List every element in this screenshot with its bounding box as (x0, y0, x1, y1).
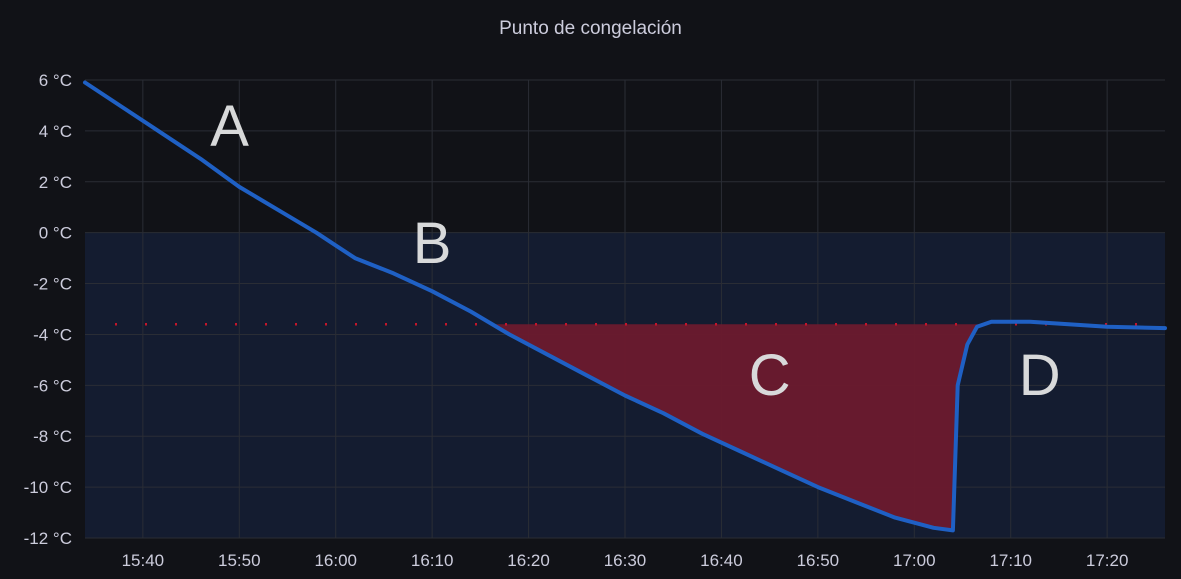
region-label-c: C (749, 343, 791, 408)
y-tick-label: 0 °C (39, 224, 72, 243)
x-axis-ticks: 15:40 15:50 16:00 16:10 16:20 16:30 16:40 16:50… (122, 551, 1129, 570)
y-tick-label: -2 °C (33, 275, 72, 294)
y-tick-label: -4 °C (33, 325, 72, 344)
y-axis-ticks: 6 °C 4 °C 2 °C 0 °C -2 °C -4 °C -6 °C -8 °C -10 … (24, 71, 72, 548)
y-tick-label: -8 °C (33, 427, 72, 446)
x-tick-label: 16:40 (700, 551, 743, 570)
x-tick-label: 16:50 (797, 551, 840, 570)
supercooling-fill-layer (492, 324, 985, 531)
x-tick-label: 15:50 (218, 551, 261, 570)
temperature-series-line (83, 80, 1167, 533)
x-tick-label: 17:20 (1086, 551, 1129, 570)
region-label-b: B (413, 211, 452, 276)
y-tick-label: -12 °C (24, 529, 72, 548)
region-label-a: A (210, 94, 249, 159)
region-label-d: D (1019, 343, 1061, 408)
supercooling-area (492, 324, 985, 531)
x-tick-label: 16:10 (411, 551, 454, 570)
y-tick-label: 4 °C (39, 122, 72, 141)
y-tick-label: 6 °C (39, 71, 72, 90)
x-tick-label: 17:10 (989, 551, 1032, 570)
region-annotations: A B C D (210, 94, 1060, 408)
x-tick-label: 16:00 (314, 551, 357, 570)
x-tick-label: 15:40 (122, 551, 165, 570)
y-tick-label: 2 °C (39, 173, 72, 192)
y-tick-label: -10 °C (24, 478, 72, 497)
x-tick-label: 16:20 (507, 551, 550, 570)
chart-title: Punto de congelación (499, 18, 682, 39)
x-tick-label: 16:30 (604, 551, 647, 570)
y-tick-label: -6 °C (33, 376, 72, 395)
series-layer (83, 80, 1167, 533)
x-tick-label: 17:00 (893, 551, 936, 570)
